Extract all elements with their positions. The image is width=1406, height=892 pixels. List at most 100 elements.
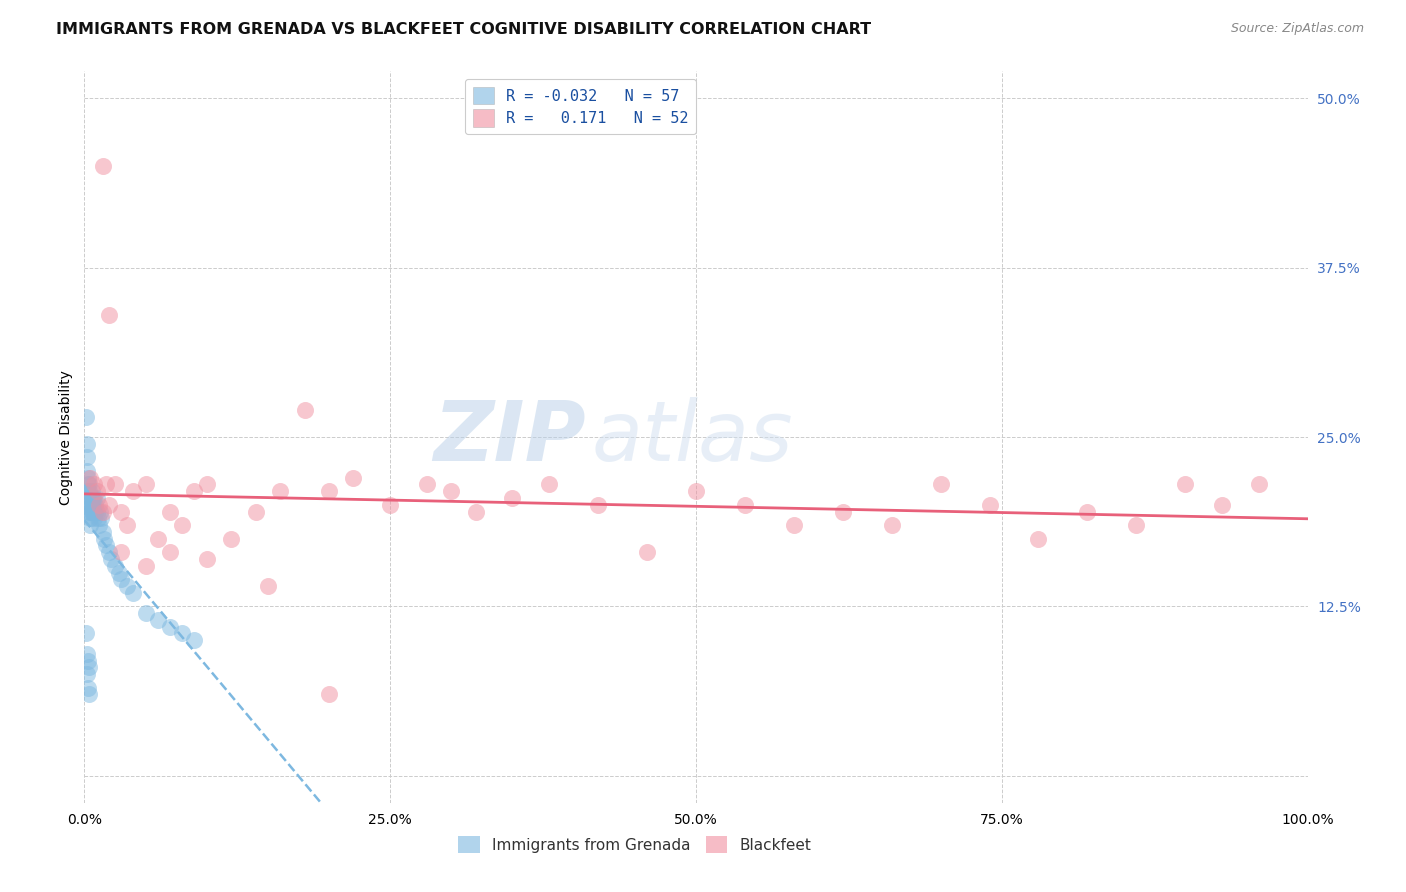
Text: atlas: atlas — [592, 397, 793, 477]
Point — [83, 491, 105, 505]
Point — [135, 558, 157, 573]
Point — [79, 471, 101, 485]
Point — [979, 498, 1001, 512]
Point — [1247, 477, 1270, 491]
Point — [97, 545, 120, 559]
Point — [380, 498, 402, 512]
Point — [502, 491, 524, 505]
Point — [96, 538, 118, 552]
Point — [1028, 532, 1050, 546]
Point — [183, 484, 205, 499]
Point — [783, 518, 806, 533]
Text: IMMIGRANTS FROM GRENADA VS BLACKFEET COGNITIVE DISABILITY CORRELATION CHART: IMMIGRANTS FROM GRENADA VS BLACKFEET COG… — [56, 22, 872, 37]
Point — [77, 484, 100, 499]
Point — [76, 464, 98, 478]
Point — [87, 518, 110, 533]
Point — [76, 647, 98, 661]
Point — [82, 498, 104, 512]
Point — [76, 667, 98, 681]
Point — [83, 511, 105, 525]
Point — [89, 505, 111, 519]
Point — [93, 532, 115, 546]
Point — [416, 477, 439, 491]
Point — [294, 403, 316, 417]
Point — [159, 505, 181, 519]
Point — [257, 579, 280, 593]
Point — [538, 477, 561, 491]
Point — [77, 491, 100, 505]
Point — [79, 518, 101, 533]
Point — [219, 532, 242, 546]
Point — [82, 505, 104, 519]
Text: ZIP: ZIP — [433, 397, 586, 477]
Point — [1174, 477, 1197, 491]
Point — [159, 545, 181, 559]
Point — [75, 409, 97, 424]
Point — [1076, 505, 1098, 519]
Point — [86, 505, 108, 519]
Point — [77, 484, 100, 499]
Point — [77, 477, 100, 491]
Point — [1125, 518, 1147, 533]
Point — [110, 505, 132, 519]
Point — [146, 532, 169, 546]
Point — [122, 586, 145, 600]
Point — [880, 518, 903, 533]
Point — [79, 505, 101, 519]
Point — [96, 477, 118, 491]
Point — [104, 558, 127, 573]
Point — [77, 477, 100, 491]
Point — [122, 484, 145, 499]
Point — [76, 437, 98, 451]
Point — [77, 688, 100, 702]
Point — [110, 545, 132, 559]
Point — [195, 477, 218, 491]
Legend: Immigrants from Grenada, Blackfeet: Immigrants from Grenada, Blackfeet — [451, 828, 818, 861]
Point — [86, 484, 108, 499]
Point — [135, 606, 157, 620]
Point — [318, 688, 340, 702]
Point — [245, 505, 267, 519]
Point — [135, 477, 157, 491]
Point — [464, 505, 486, 519]
Point — [104, 477, 127, 491]
Text: Source: ZipAtlas.com: Source: ZipAtlas.com — [1230, 22, 1364, 36]
Point — [90, 511, 112, 525]
Point — [84, 498, 107, 512]
Point — [586, 498, 609, 512]
Point — [82, 491, 104, 505]
Point — [86, 491, 108, 505]
Point — [172, 626, 194, 640]
Point — [685, 484, 707, 499]
Point — [172, 518, 194, 533]
Point — [734, 498, 756, 512]
Point — [80, 484, 103, 499]
Point — [831, 505, 853, 519]
Point — [91, 159, 114, 173]
Point — [77, 498, 100, 512]
Point — [80, 491, 103, 505]
Point — [83, 505, 105, 519]
Point — [107, 566, 129, 580]
Y-axis label: Cognitive Disability: Cognitive Disability — [59, 369, 73, 505]
Point — [77, 471, 100, 485]
Point — [77, 660, 100, 674]
Point — [183, 633, 205, 648]
Point — [84, 505, 107, 519]
Point — [77, 505, 100, 519]
Point — [1211, 498, 1233, 512]
Point — [97, 308, 120, 322]
Point — [929, 477, 952, 491]
Point — [77, 681, 100, 695]
Point — [342, 471, 364, 485]
Point — [87, 498, 110, 512]
Point — [159, 620, 181, 634]
Point — [636, 545, 658, 559]
Point — [318, 484, 340, 499]
Point — [87, 511, 110, 525]
Point — [97, 498, 120, 512]
Point — [79, 511, 101, 525]
Point — [76, 450, 98, 465]
Point — [79, 491, 101, 505]
Point — [100, 552, 122, 566]
